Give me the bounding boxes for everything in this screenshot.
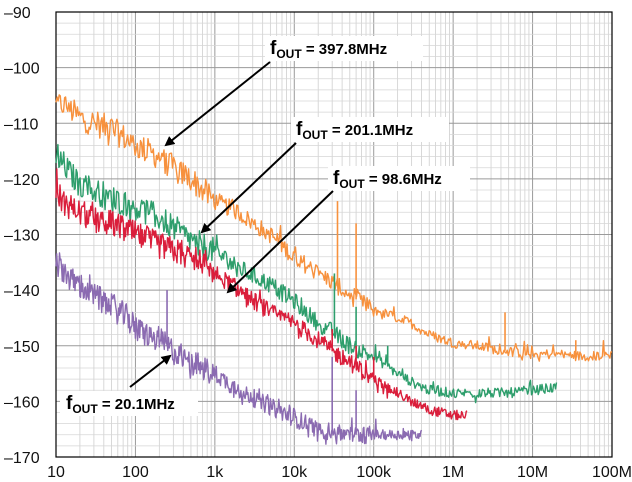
x-tick-label: 100 [122, 464, 149, 481]
annotation-label: fOUT = 201.1MHz [296, 119, 413, 142]
series-line-2 [55, 168, 468, 421]
axis-tick-labels: –90 –100 –110 –120 –130 –140 –150 –160 –170 10 100… [4, 5, 632, 481]
y-tick-label: –150 [4, 339, 40, 356]
x-tick-label: 1M [442, 464, 464, 481]
x-tick-label: 100k [356, 464, 392, 481]
x-tick-label: 10M [517, 464, 548, 481]
annotation-label: fOUT = 20.1MHz [66, 393, 175, 416]
annotation-box [60, 391, 198, 416]
annotation-label: fOUT = 98.6MHz [333, 168, 442, 191]
annotation-box [265, 36, 423, 61]
y-tick-label: –170 [4, 450, 40, 467]
y-tick-label: –100 [4, 61, 40, 78]
y-tick-label: –160 [4, 394, 40, 411]
y-tick-label: –140 [4, 283, 40, 300]
y-tick-label: –90 [4, 5, 31, 22]
x-tick-label: 100M [592, 464, 632, 481]
series-line-3 [55, 252, 423, 445]
series-lines [55, 94, 613, 445]
annotation-box [291, 117, 449, 142]
annotation-arrow [200, 142, 297, 234]
annotation-arrow [164, 61, 271, 147]
y-tick-label: –120 [4, 172, 40, 189]
annotation-arrow [129, 354, 172, 388]
annotation-arrow [226, 190, 334, 294]
plot-frame [55, 11, 613, 458]
x-tick-label: 1k [206, 464, 224, 481]
annotation-label: fOUT = 397.8MHz [270, 38, 387, 61]
annotation-box [328, 166, 470, 191]
y-tick-label: –130 [4, 228, 40, 245]
x-tick-label: 10k [281, 464, 308, 481]
annotations: fOUT = 397.8MHz fOUT = 201.1MHz fOUT = 98.… [60, 36, 470, 416]
series-line-1 [55, 143, 558, 404]
x-tick-label: 10 [47, 464, 65, 481]
y-tick-label: –110 [4, 116, 39, 133]
